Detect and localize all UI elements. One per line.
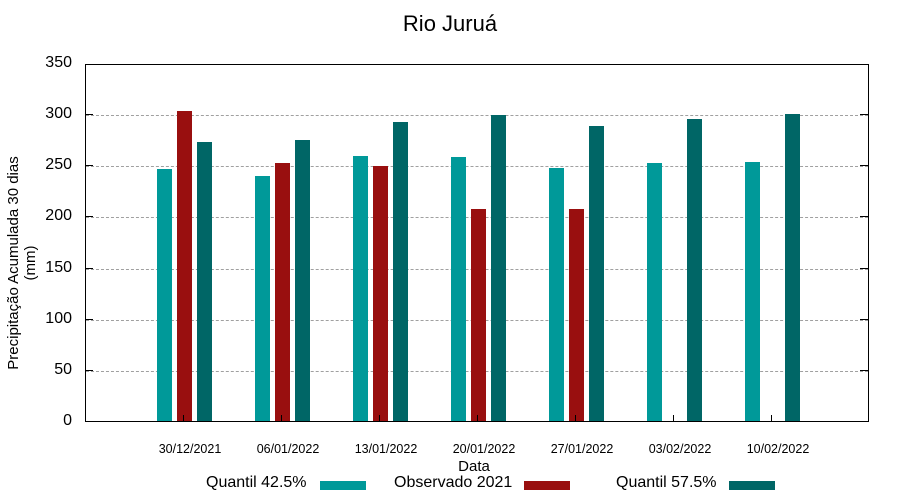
y-tick-mark (860, 369, 868, 371)
x-axis-label: Data (458, 458, 490, 475)
x-tick-label: 10/02/2022 (746, 442, 810, 456)
bar (294, 139, 310, 421)
bar (744, 162, 760, 421)
x-tick-label: 13/01/2022 (354, 442, 418, 456)
y-tick-label: 100 (45, 309, 72, 327)
bar (392, 122, 408, 421)
y-tick-label: 300 (45, 105, 72, 123)
x-tick-label: 20/01/2022 (452, 442, 516, 456)
y-tick-label: 150 (45, 258, 72, 276)
x-tick-mark (575, 415, 576, 421)
legend-label-quantil-42-5: Quantil 42.5% (206, 474, 307, 491)
bar (784, 114, 800, 421)
x-tick-mark (281, 415, 282, 421)
y-tick-label: 0 (63, 412, 72, 429)
y-tick-mark (85, 114, 93, 116)
bar (548, 168, 564, 421)
bar (196, 141, 212, 421)
y-tick-label: 350 (45, 54, 72, 71)
bar (646, 163, 662, 421)
plot-area (85, 64, 869, 422)
y-tick-mark (85, 165, 93, 167)
y-tick-mark (860, 318, 868, 320)
chart-title: Rio Juruá (402, 11, 498, 36)
y-tick-label: 50 (54, 360, 72, 378)
gridline (86, 115, 868, 117)
x-tick-mark (771, 415, 772, 421)
y-tick-mark (860, 114, 868, 116)
x-tick-mark (477, 415, 478, 421)
x-tick-label: 03/02/2022 (648, 442, 712, 456)
x-tick-label: 30/12/2021 (158, 442, 222, 456)
bar (450, 157, 466, 421)
y-tick-mark (85, 216, 93, 218)
y-tick-mark (860, 216, 868, 218)
y-tick-mark (860, 165, 868, 167)
bar (254, 175, 270, 421)
bar (372, 166, 388, 421)
legend-swatch-quantil-42-5 (320, 481, 366, 490)
y-tick-label: 200 (45, 207, 72, 225)
bar (568, 209, 584, 421)
bar (490, 115, 506, 421)
legend-label-observado-2021: Observado 2021 (394, 474, 513, 491)
bar (176, 111, 192, 421)
bar (686, 119, 702, 421)
y-tick-mark (85, 369, 93, 371)
legend-label-quantil-57-5: Quantil 57.5% (616, 474, 717, 491)
x-tick-mark (673, 415, 674, 421)
x-tick-mark (183, 415, 184, 421)
bar (156, 169, 172, 421)
legend-swatch-observado-2021 (524, 481, 570, 490)
x-tick-label: 27/01/2022 (550, 442, 614, 456)
y-tick-mark (85, 318, 93, 320)
gridline (86, 166, 868, 168)
x-tick-label: 06/01/2022 (256, 442, 320, 456)
bar (352, 156, 368, 421)
y-tick-mark (85, 267, 93, 269)
bar (470, 209, 486, 421)
bar (588, 126, 604, 421)
legend-swatch-quantil-57-5 (729, 481, 775, 490)
bar (274, 163, 290, 421)
y-tick-label: 250 (45, 156, 72, 174)
x-tick-mark (379, 415, 380, 421)
y-tick-mark (860, 267, 868, 269)
